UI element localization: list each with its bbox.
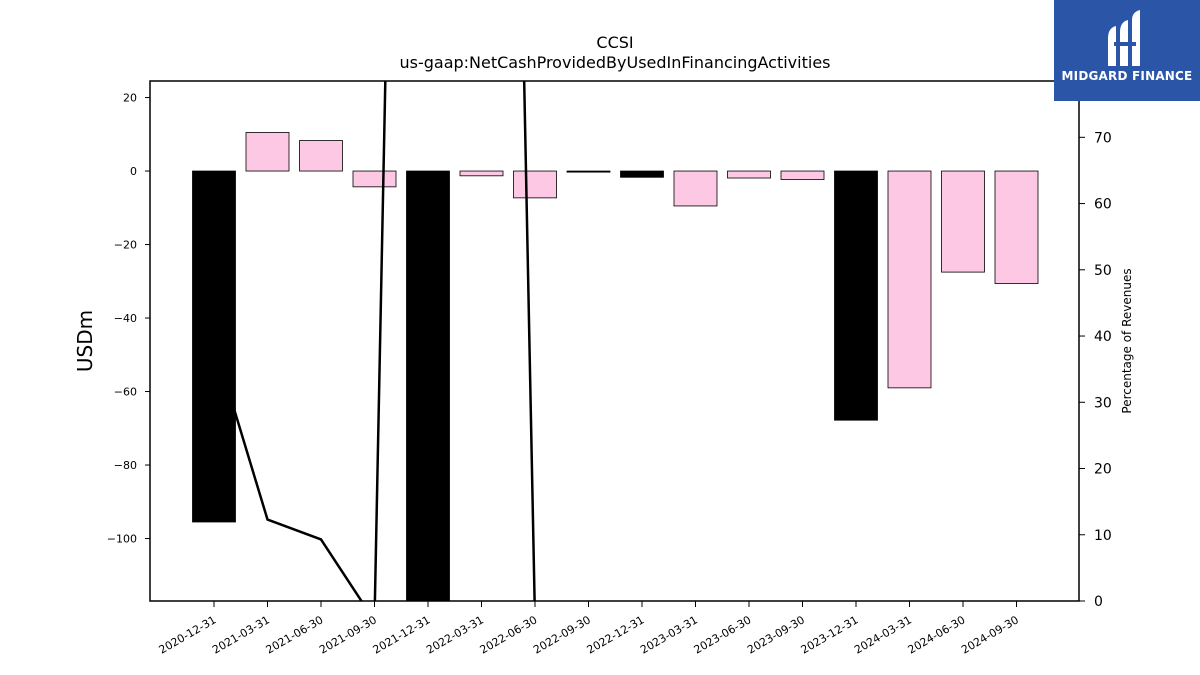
y-axis-label: USDm (73, 310, 97, 372)
line-group (212, 81, 536, 601)
y2-tick-label: 20 (1094, 462, 1112, 478)
x-tick-label: 2022-12-31 (585, 613, 647, 656)
y2-tick-label: 60 (1094, 197, 1112, 213)
bar-2024-09-30 (994, 170, 1039, 284)
logo-text: MIDGARD FINANCE (1061, 69, 1193, 83)
x-tick-label: 2023-09-30 (745, 613, 807, 656)
x-tick-label: 2023-06-30 (692, 613, 754, 656)
chart-subtitle: us-gaap:NetCashProvidedByUsedInFinancing… (399, 53, 830, 72)
y2-tick-label: 70 (1094, 130, 1112, 146)
bar-2021-09-30 (352, 170, 397, 188)
bar-2024-03-31 (887, 170, 932, 389)
y-tick-label: 0 (130, 165, 137, 178)
x-tick-label: 2022-06-30 (478, 613, 540, 656)
bar-2022-09-30 (566, 170, 611, 173)
x-axis: 2020-12-312021-03-312021-06-302021-09-30… (157, 601, 1021, 657)
y2-tick-label: 10 (1094, 528, 1112, 544)
y-tick-label: 20 (123, 92, 137, 105)
x-tick-label: 2024-09-30 (959, 613, 1021, 656)
bar-2023-06-30 (727, 170, 771, 179)
x-tick-label: 2021-06-30 (264, 613, 326, 656)
midgard-logo-icon (1108, 10, 1140, 66)
y2-axis: 0 10 20 30 40 50 60 70 (1079, 130, 1112, 610)
bar-2023-03-31 (673, 170, 718, 207)
bar-2022-03-31 (459, 170, 504, 177)
bar-2021-12-31 (406, 170, 450, 601)
bar-2024-06-30 (941, 170, 985, 273)
y-tick-label: −20 (114, 239, 137, 252)
bar-2023-12-31 (834, 170, 878, 421)
revenue-percentage-line (212, 81, 536, 601)
bars-group (192, 132, 1039, 601)
x-tick-label: 2024-03-31 (852, 613, 914, 656)
bar-2021-03-31 (245, 132, 290, 172)
x-tick-label: 2024-06-30 (906, 613, 968, 656)
y2-tick-label: 0 (1094, 594, 1103, 610)
x-tick-label: 2021-12-31 (371, 613, 433, 656)
bar-2022-06-30 (513, 170, 557, 199)
plot-frame (149, 80, 1080, 602)
y2-axis-label: Percentage of Revenues (1120, 268, 1134, 413)
y2-tick-label: 40 (1094, 329, 1112, 345)
x-tick-label: 2023-03-31 (638, 613, 700, 656)
bar-2021-06-30 (299, 140, 343, 172)
x-tick-label: 2021-03-31 (210, 613, 272, 656)
y-tick-label: −100 (107, 533, 137, 546)
y-axis: 20 0 −20 −40 −60 −80 −100 (107, 92, 150, 546)
y-tick-label: −40 (114, 312, 137, 325)
x-tick-label: 2023-12-31 (799, 613, 861, 656)
y-tick-label: −80 (114, 459, 137, 472)
y2-tick-label: 50 (1094, 263, 1112, 279)
y-tick-label: −60 (114, 386, 137, 399)
chart-title: CCSI (596, 33, 633, 52)
x-tick-label: 2021-09-30 (317, 613, 379, 656)
bar-2022-12-31 (620, 170, 664, 178)
x-tick-label: 2022-03-31 (424, 613, 486, 656)
midgard-logo: MIDGARD FINANCE (1054, 0, 1200, 101)
bar-2023-09-30 (780, 170, 825, 180)
x-tick-label: 2022-09-30 (531, 613, 593, 656)
y2-tick-label: 30 (1094, 395, 1112, 411)
x-tick-label: 2020-12-31 (157, 613, 219, 656)
